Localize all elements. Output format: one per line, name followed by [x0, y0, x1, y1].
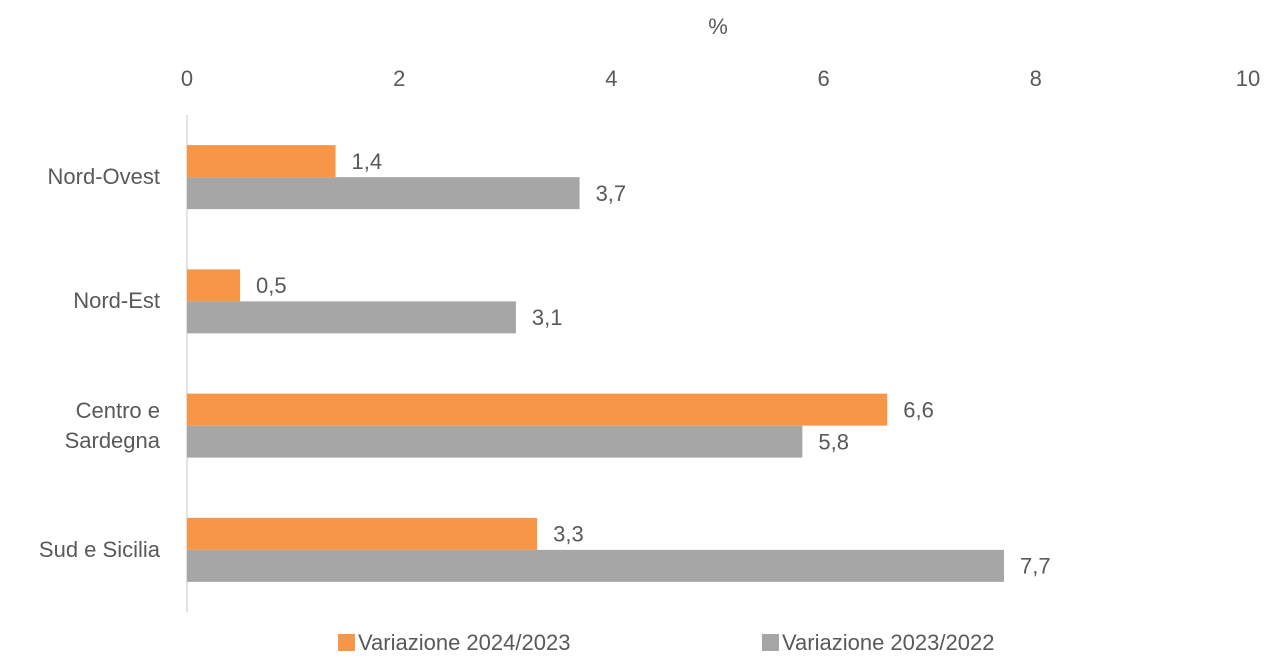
bar [187, 177, 580, 210]
data-label: 3,3 [553, 522, 584, 547]
data-label: 1,4 [352, 149, 383, 174]
bar [187, 425, 803, 458]
y-tick-label: Sud e Sicilia [38, 536, 160, 562]
x-tick-label: 10 [1236, 66, 1260, 91]
data-label: 5,8 [818, 429, 849, 454]
x-tick-label: 6 [817, 66, 829, 91]
x-axis-label: % [708, 14, 728, 39]
y-tick-label: Centro e Sardegna [64, 397, 160, 453]
legend-swatch [762, 634, 779, 651]
data-label: 6,6 [903, 397, 934, 422]
bar [187, 301, 516, 334]
x-tick-label: 0 [181, 66, 193, 91]
bar [187, 269, 241, 302]
legend-label: Variazione 2023/2022 [782, 630, 994, 655]
y-tick-label: Nord-Est [73, 288, 160, 314]
x-tick-label: 8 [1030, 66, 1042, 91]
bar [187, 549, 1004, 582]
x-tick-label: 4 [605, 66, 617, 91]
legend-swatch [338, 634, 355, 651]
bar [187, 517, 538, 550]
bar [187, 145, 336, 178]
data-label: 3,7 [596, 181, 627, 206]
data-label: 3,1 [532, 305, 563, 330]
legend-label: Variazione 2024/2023 [358, 630, 570, 655]
bar [187, 393, 888, 426]
data-label: 0,5 [256, 273, 287, 298]
data-label: 7,7 [1020, 554, 1051, 579]
x-tick-label: 2 [393, 66, 405, 91]
y-tick-label: Nord-Ovest [47, 164, 160, 190]
